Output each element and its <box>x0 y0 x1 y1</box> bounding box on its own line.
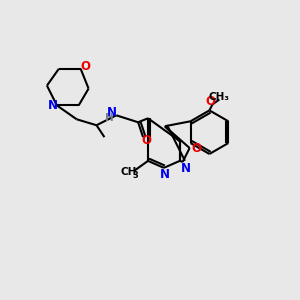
Text: O: O <box>81 60 91 73</box>
Text: O: O <box>141 134 151 147</box>
Text: N: N <box>48 99 58 112</box>
Text: H: H <box>105 113 114 123</box>
Text: N: N <box>107 106 117 119</box>
Text: N: N <box>160 168 170 181</box>
Text: 3: 3 <box>132 171 138 180</box>
Text: O: O <box>192 142 202 154</box>
Text: CH₃: CH₃ <box>209 92 230 101</box>
Text: N: N <box>181 162 191 175</box>
Text: CH: CH <box>120 167 136 177</box>
Text: O: O <box>206 95 215 108</box>
